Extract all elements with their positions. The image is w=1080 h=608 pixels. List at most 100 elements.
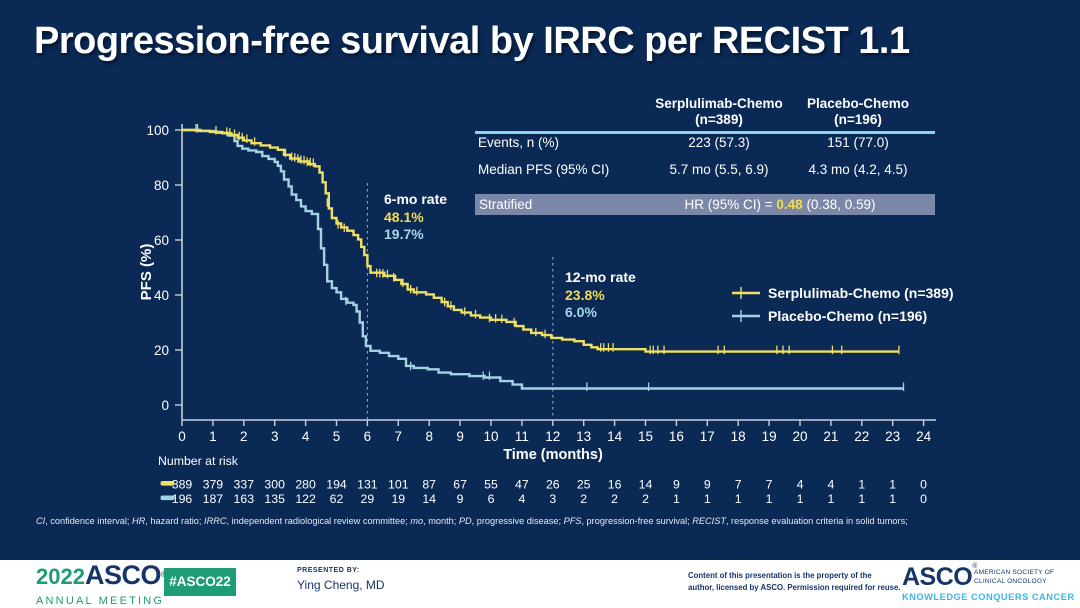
risk-count: 7 [735,478,742,492]
risk-count: 47 [515,478,529,492]
risk-count: 194 [326,478,347,492]
risk-count: 4 [827,478,834,492]
abbreviation-term: PFS [563,516,582,526]
risk-count: 196 [172,492,193,506]
x-tick-label: 22 [854,429,869,444]
risk-count: 1 [766,492,773,506]
asco-wordmark: ASCO [902,563,973,591]
risk-count: 1 [704,492,711,506]
x-tick-label: 10 [483,429,498,444]
column-header-placebo-line2: (n=196) [834,112,882,127]
x-tick-label: 0 [178,429,186,444]
legend-line-marker-icon [732,309,760,322]
risk-count: 9 [673,478,680,492]
risk-count: 26 [546,478,560,492]
legend-item: Placebo-Chemo (n=196) [732,304,954,327]
x-tick-label: 23 [885,429,900,444]
risk-row-marker [160,481,175,486]
risk-count: 9 [457,492,464,506]
column-header-serplulimab-line1: Serplulimab-Chemo [655,96,783,111]
median-pfs-row: Median PFS (95% CI) 5.7 mo (5.5, 6.9) 4.… [475,162,935,178]
x-tick-label: 13 [576,429,591,444]
logo-asco-wordmark: ASCO [84,560,162,590]
abbreviations-footnote: CI, confidence interval; HR, hazard rati… [36,516,908,526]
x-tick-label: 4 [302,429,310,444]
x-tick-label: 7 [395,429,403,444]
y-tick-label: 80 [154,178,169,193]
abbreviation-definition: , progression-free survival; [581,516,693,526]
median-serplulimab-value: 5.7 mo (5.5, 6.9) [669,162,769,177]
six-month-rate-placebo: 19.7% [384,226,424,242]
risk-count: 1 [735,492,742,506]
slide-title: Progression-free survival by IRRC per RE… [34,20,910,62]
median-pfs-row-label: Median PFS (95% CI) [478,162,610,177]
risk-count: 25 [577,478,591,492]
x-axis-title: Time (months) [503,447,603,463]
risk-count: 389 [172,478,193,492]
asco-annual-meeting-logo: 2022ASCO® ANNUAL MEETING [36,562,167,608]
risk-count: 300 [264,478,285,492]
x-tick-label: 6 [364,429,372,444]
risk-count: 14 [639,478,653,492]
y-tick-label: 100 [146,123,169,138]
x-tick-label: 12 [545,429,560,444]
x-tick-label: 17 [700,429,715,444]
risk-count: 3 [549,492,556,506]
column-header-placebo-line1: Placebo-Chemo [806,96,910,111]
column-header-serplulimab: Serplulimab-Chemo (n=389) [619,96,819,128]
rights-notice: Content of this presentation is the prop… [688,570,900,594]
six-month-rate-title: 6-mo rate [384,191,448,207]
risk-count: 19 [391,492,405,506]
risk-count: 6 [488,492,495,506]
risk-count: 337 [234,478,255,492]
risk-count: 55 [484,478,498,492]
events-placebo-value: 151 (77.0) [827,135,889,150]
x-tick-label: 20 [792,429,807,444]
abbreviation-term: IRRC [204,516,227,526]
risk-count: 9 [704,478,711,492]
legend-label: Serplulimab-Chemo (n=389) [768,284,954,301]
risk-count: 1 [673,492,680,506]
x-tick-label: 2 [240,429,248,444]
risk-count: 29 [361,492,375,506]
risk-count: 379 [203,478,224,492]
risk-count: 1 [889,478,896,492]
events-row: Events, n (%) 223 (57.3) 151 (77.0) [475,135,935,151]
risk-row-marker [160,495,175,501]
hazard-ratio-text: HR (95% CI) = 0.48 (0.38, 0.59) [684,197,876,212]
twelve-month-rate-placebo: 6.0% [565,304,597,320]
km-curve-placebo-chemo [182,128,904,390]
hashtag-badge: #ASCO22 [164,568,236,596]
footer-bar: 2022ASCO® ANNUAL MEETING #ASCO22 PRESENT… [0,560,1080,608]
abbreviation-definition: , hazard ratio; [145,516,205,526]
logo-year: 2022 [36,564,85,589]
risk-count: 67 [453,478,467,492]
presented-by-block: PRESENTED BY: Ying Cheng, MD [297,567,385,592]
abbreviation-definition: , independent radiological review commit… [226,516,411,526]
x-tick-label: 5 [333,429,341,444]
y-tick-label: 60 [154,233,169,248]
twelve-month-rate-title: 12-mo rate [565,269,636,285]
rights-line2: author, licensed by ASCO. Permission req… [688,583,901,592]
presented-by-label: PRESENTED BY: [297,567,360,574]
y-tick-label: 20 [154,343,169,358]
stratified-label: Stratified [479,197,533,212]
risk-count: 122 [295,492,316,506]
presenter-name: Ying Cheng, MD [297,578,385,592]
abbreviation-definition: , month; [423,516,459,526]
risk-count: 1 [827,492,834,506]
risk-count: 1 [858,492,865,506]
legend-label: Placebo-Chemo (n=196) [768,307,928,324]
abbreviation-term: CI [36,516,46,526]
column-header-placebo: Placebo-Chemo (n=196) [778,96,938,128]
asco-org-name: AMERICAN SOCIETY OF CLINICAL ONCOLOGY [974,569,1055,585]
column-header-serplulimab-line2: (n=389) [695,112,743,127]
median-placebo-value: 4.3 mo (4.2, 4.5) [808,162,908,177]
table-header-rule [475,131,935,134]
risk-count: 4 [797,478,804,492]
x-tick-label: 14 [607,429,623,444]
x-tick-label: 8 [425,429,433,444]
registered-mark-icon: ® [161,570,167,579]
